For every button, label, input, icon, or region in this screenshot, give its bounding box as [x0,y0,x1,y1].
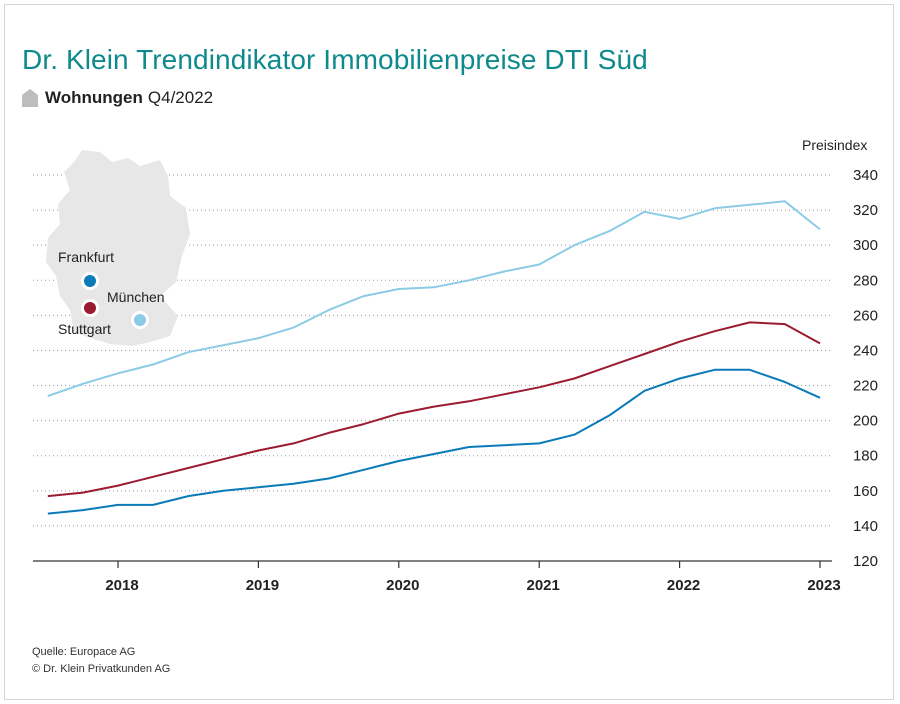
y-axis-label: Preisindex [802,137,868,153]
y-tick-label: 320 [853,202,878,219]
x-tick-label: 2023 [807,577,840,594]
copyright-note: © Dr. Klein Privatkunden AG [32,663,171,675]
subtitle-category: Wohnungen [45,88,143,107]
source-note: Quelle: Europace AG [32,646,136,658]
subtitle-period: Q4/2022 [147,88,214,107]
x-tick-label: 2022 [667,577,700,594]
y-tick-label: 340 [853,167,878,184]
x-tick-label: 2018 [105,577,138,594]
y-tick-label: 220 [853,378,878,395]
series-line-frankfurt [47,368,821,515]
map-label-stuttgart: Stuttgart [58,321,111,337]
y-tick-label: 160 [853,483,878,500]
series-line-stuttgart [47,321,821,498]
germany-map-inset: Frankfurt München Stuttgart [46,150,190,346]
germany-map-shape [46,150,190,346]
y-tick-label: 180 [853,448,878,465]
x-tick-label: 2019 [246,577,279,594]
chart-card [4,4,894,700]
series-line-muenchen [47,200,821,398]
y-tick-labels: 120 140 160 180 200 220 240 260 280 300 320 340 [853,167,878,570]
y-tick-label: 140 [853,518,878,535]
y-tick-label: 260 [853,307,878,324]
y-tick-label: 280 [853,272,878,289]
x-tick-label: 2020 [386,577,419,594]
y-tick-label: 300 [853,237,878,254]
map-label-frankfurt: Frankfurt [58,249,114,265]
house-icon [22,89,38,107]
chart-subtitle: Wohnungen Q4/2022 [22,88,213,108]
footer: Quelle: Europace AG © Dr. Klein Privatku… [32,644,170,678]
y-tick-label: 120 [853,553,878,570]
x-tick-label: 2021 [527,577,560,594]
x-axis: 2018 2019 2020 2021 2022 2023 [33,560,841,594]
y-tick-label: 200 [853,413,878,430]
y-tick-label: 240 [853,342,878,359]
series-lines [47,200,821,515]
chart-title: Dr. Klein Trendindikator Immobilienpreis… [22,44,648,75]
map-label-muenchen: München [107,289,165,305]
